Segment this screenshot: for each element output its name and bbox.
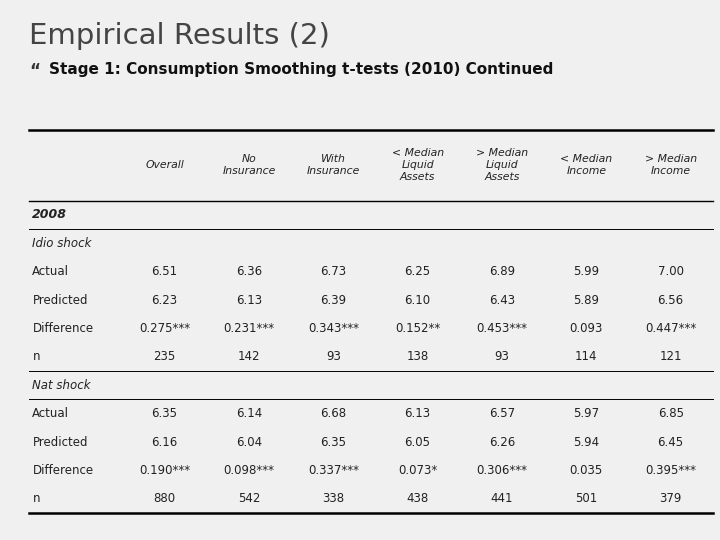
Text: 7.00: 7.00 xyxy=(657,265,683,278)
Text: 6.10: 6.10 xyxy=(405,294,431,307)
Text: 6.43: 6.43 xyxy=(489,294,515,307)
Text: Idio shock: Idio shock xyxy=(32,237,91,249)
Text: Overall: Overall xyxy=(145,160,184,170)
Text: 6.39: 6.39 xyxy=(320,294,346,307)
Text: 235: 235 xyxy=(153,350,176,363)
Text: < Median
Liquid
Assets: < Median Liquid Assets xyxy=(392,148,444,181)
Text: Actual: Actual xyxy=(32,265,69,278)
Text: 0.073*: 0.073* xyxy=(398,464,437,477)
Text: 6.45: 6.45 xyxy=(657,435,684,449)
Text: 6.56: 6.56 xyxy=(657,294,684,307)
Text: 6.57: 6.57 xyxy=(489,407,515,420)
Text: With
Insurance: With Insurance xyxy=(307,154,360,176)
Text: 0.447***: 0.447*** xyxy=(645,322,696,335)
Text: 138: 138 xyxy=(407,350,428,363)
Text: 542: 542 xyxy=(238,492,260,505)
Text: Nat shock: Nat shock xyxy=(32,379,91,392)
Text: 501: 501 xyxy=(575,492,598,505)
Text: 5.94: 5.94 xyxy=(573,435,599,449)
Text: 6.13: 6.13 xyxy=(405,407,431,420)
Text: n: n xyxy=(32,492,40,505)
Text: 6.35: 6.35 xyxy=(320,435,346,449)
Text: 0.337***: 0.337*** xyxy=(307,464,359,477)
Text: 6.16: 6.16 xyxy=(151,435,178,449)
Text: 441: 441 xyxy=(491,492,513,505)
Text: 5.89: 5.89 xyxy=(573,294,599,307)
Text: 114: 114 xyxy=(575,350,598,363)
Text: Difference: Difference xyxy=(32,322,94,335)
Text: 6.51: 6.51 xyxy=(151,265,178,278)
Text: 5.99: 5.99 xyxy=(573,265,599,278)
Text: 6.14: 6.14 xyxy=(235,407,262,420)
Text: Predicted: Predicted xyxy=(32,435,88,449)
Text: 0.231***: 0.231*** xyxy=(223,322,274,335)
Text: 6.05: 6.05 xyxy=(405,435,431,449)
Text: 6.04: 6.04 xyxy=(236,435,262,449)
Text: 6.26: 6.26 xyxy=(489,435,515,449)
Text: 0.098***: 0.098*** xyxy=(223,464,274,477)
Text: 0.035: 0.035 xyxy=(570,464,603,477)
Text: n: n xyxy=(32,350,40,363)
Text: > Median
Income: > Median Income xyxy=(644,154,697,176)
Text: 338: 338 xyxy=(322,492,344,505)
Text: Actual: Actual xyxy=(32,407,69,420)
Text: “: “ xyxy=(29,62,40,80)
Text: 93: 93 xyxy=(326,350,341,363)
Text: Empirical Results (2): Empirical Results (2) xyxy=(29,22,330,50)
Text: 0.152**: 0.152** xyxy=(395,322,440,335)
Text: Stage 1: Consumption Smoothing t-tests (2010) Continued: Stage 1: Consumption Smoothing t-tests (… xyxy=(49,62,554,77)
Text: 6.85: 6.85 xyxy=(657,407,683,420)
Text: > Median
Liquid
Assets: > Median Liquid Assets xyxy=(476,148,528,181)
Text: 0.453***: 0.453*** xyxy=(477,322,528,335)
Text: 0.275***: 0.275*** xyxy=(139,322,190,335)
Text: 6.68: 6.68 xyxy=(320,407,346,420)
Text: 0.190***: 0.190*** xyxy=(139,464,190,477)
Text: 6.13: 6.13 xyxy=(236,294,262,307)
Text: No
Insurance: No Insurance xyxy=(222,154,276,176)
Text: 6.36: 6.36 xyxy=(236,265,262,278)
Text: 880: 880 xyxy=(153,492,176,505)
Text: 5.97: 5.97 xyxy=(573,407,599,420)
Text: 0.093: 0.093 xyxy=(570,322,603,335)
Text: 0.395***: 0.395*** xyxy=(645,464,696,477)
Text: 6.73: 6.73 xyxy=(320,265,346,278)
Text: Difference: Difference xyxy=(32,464,94,477)
Text: < Median
Income: < Median Income xyxy=(560,154,612,176)
Text: 379: 379 xyxy=(660,492,682,505)
Text: 2008: 2008 xyxy=(32,208,68,221)
Text: 6.23: 6.23 xyxy=(151,294,178,307)
Text: 6.25: 6.25 xyxy=(405,265,431,278)
Text: 6.89: 6.89 xyxy=(489,265,515,278)
Text: 142: 142 xyxy=(238,350,260,363)
Text: 0.306***: 0.306*** xyxy=(477,464,528,477)
Text: 121: 121 xyxy=(660,350,682,363)
Text: 93: 93 xyxy=(495,350,509,363)
Text: 438: 438 xyxy=(407,492,428,505)
Text: 6.35: 6.35 xyxy=(152,407,178,420)
Text: 0.343***: 0.343*** xyxy=(307,322,359,335)
Text: Predicted: Predicted xyxy=(32,294,88,307)
